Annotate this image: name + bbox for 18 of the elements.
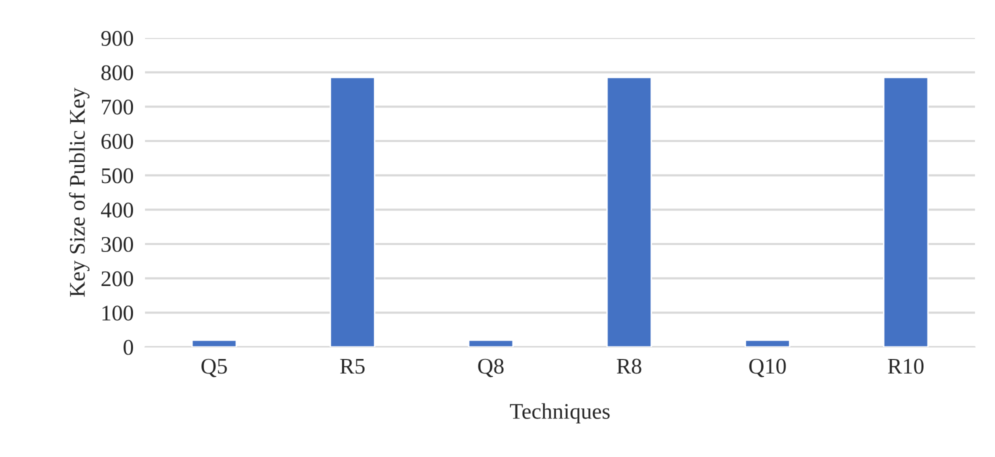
x-tick-label: Q8 (478, 358, 504, 378)
y-tick-label: 400 (100, 202, 134, 218)
x-tick-label: R10 (888, 358, 924, 374)
x-axis-title: Techniques (510, 403, 610, 424)
y-tick-label: 300 (102, 236, 134, 252)
y-axis-title: Key Size of Public Key (69, 88, 90, 297)
x-tick-label: R8 (616, 358, 642, 374)
y-tick-label: 500 (102, 168, 134, 184)
y-tick-label: 100 (102, 306, 134, 321)
x-tick-label: Q5 (202, 358, 227, 378)
y-tick-label: 700 (102, 100, 134, 115)
y-tick-label: 800 (101, 65, 134, 80)
x-tick-label: Q10 (749, 358, 786, 378)
y-tick-label: 900 (101, 30, 134, 46)
y-tick-label: 200 (102, 271, 134, 286)
y-tick-label: 600 (102, 134, 134, 149)
x-tick-label: R5 (340, 358, 365, 374)
y-tick-label: 0 (124, 340, 134, 355)
